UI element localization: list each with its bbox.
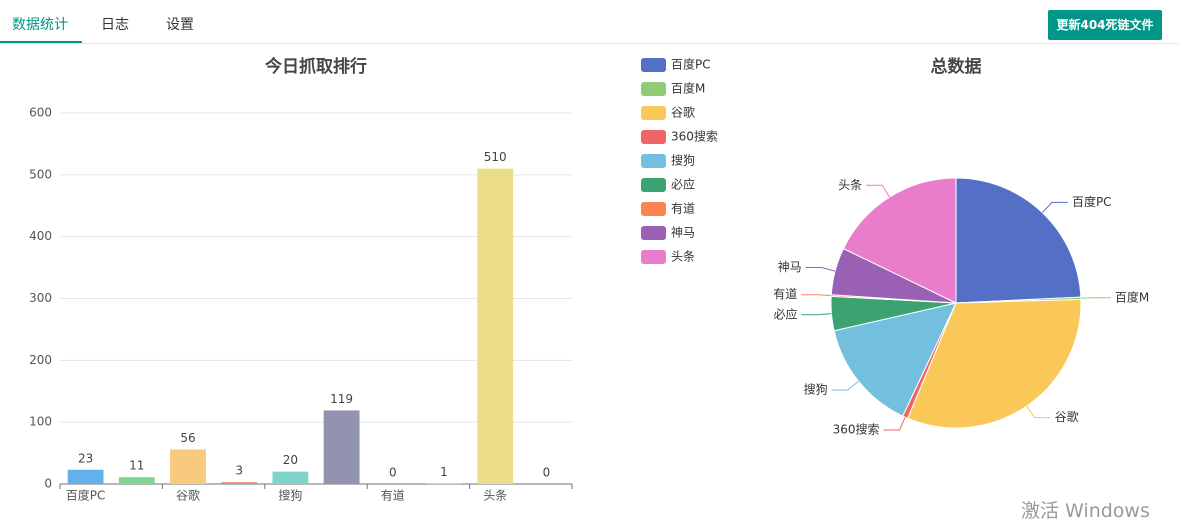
y-tick-label: 200 bbox=[29, 353, 52, 367]
value-label: 1 bbox=[440, 465, 448, 479]
legend-label: 头条 bbox=[671, 250, 695, 264]
leader-line bbox=[831, 380, 859, 391]
value-label: 3 bbox=[235, 464, 243, 478]
legend-swatch bbox=[641, 178, 666, 192]
legend-swatch bbox=[641, 58, 666, 72]
y-tick-label: 100 bbox=[29, 415, 52, 429]
leader-line bbox=[801, 313, 832, 316]
x-tick-label: 谷歌 bbox=[176, 488, 200, 503]
leader-line bbox=[866, 184, 890, 198]
pie-slice bbox=[955, 177, 1082, 304]
leader-line bbox=[1080, 297, 1111, 299]
tab[interactable]: 数据统计 bbox=[12, 17, 68, 33]
leader-line bbox=[801, 294, 832, 297]
bar bbox=[170, 449, 206, 484]
value-label: 23 bbox=[78, 451, 93, 465]
pie-label: 360搜索 bbox=[833, 421, 880, 436]
bar bbox=[118, 477, 155, 484]
legend-swatch bbox=[641, 154, 666, 168]
watermark: 激活 Windows bbox=[1021, 500, 1150, 522]
legend-swatch bbox=[641, 130, 666, 144]
y-tick-label: 400 bbox=[29, 229, 52, 243]
legend-label: 有道 bbox=[671, 202, 695, 216]
leader-line bbox=[1026, 405, 1051, 419]
pie-label: 有道 bbox=[773, 287, 797, 301]
legend-swatch bbox=[641, 250, 666, 264]
legend-label: 神马 bbox=[671, 226, 695, 240]
value-label: 11 bbox=[129, 459, 144, 473]
y-tick-label: 500 bbox=[29, 167, 52, 181]
charts: 今日抓取排行0100200300400500600百度PC2311谷歌563搜狗… bbox=[29, 56, 1149, 503]
pie-label: 必应 bbox=[773, 306, 797, 321]
update-button[interactable]: 更新404死链文件 bbox=[1048, 10, 1162, 40]
pie-label: 头条 bbox=[838, 178, 862, 192]
bar bbox=[426, 483, 462, 484]
x-tick-label: 百度PC bbox=[66, 488, 106, 503]
legend-label: 360搜索 bbox=[671, 129, 718, 144]
pie-label: 百度M bbox=[1115, 289, 1149, 304]
y-tick-label: 600 bbox=[29, 106, 52, 120]
leader-line bbox=[805, 267, 836, 272]
x-tick-label: 搜狗 bbox=[278, 488, 302, 503]
tab-bar: 数据统计 日志 设置 bbox=[0, 0, 1178, 44]
pie-label: 百度PC bbox=[1072, 194, 1112, 209]
bar bbox=[221, 482, 258, 484]
x-tick-label: 头条 bbox=[483, 489, 507, 503]
value-label: 0 bbox=[543, 466, 551, 480]
pie-label: 搜狗 bbox=[804, 382, 828, 397]
bar bbox=[477, 168, 514, 484]
pie-label: 谷歌 bbox=[1055, 409, 1079, 424]
value-label: 0 bbox=[389, 466, 397, 480]
bar bbox=[67, 469, 104, 484]
leader-line bbox=[883, 417, 906, 431]
bar bbox=[272, 471, 309, 484]
value-label: 119 bbox=[330, 392, 353, 406]
legend-swatch bbox=[641, 226, 666, 240]
legend-label: 搜狗 bbox=[671, 153, 695, 168]
y-tick-label: 300 bbox=[29, 291, 52, 305]
x-tick-label: 有道 bbox=[381, 489, 405, 503]
legend-label: 百度PC bbox=[671, 57, 711, 72]
y-tick-label: 0 bbox=[44, 477, 52, 491]
bar bbox=[323, 410, 360, 484]
value-label: 20 bbox=[283, 453, 298, 467]
leader-line bbox=[1041, 201, 1068, 213]
legend-swatch bbox=[641, 106, 666, 120]
tab-underline bbox=[0, 41, 82, 43]
legend-label: 必应 bbox=[671, 177, 695, 192]
pie-slice bbox=[833, 302, 957, 417]
chart-title: 总数据 bbox=[931, 56, 982, 77]
pie-slice bbox=[907, 298, 1082, 429]
legend-swatch bbox=[641, 202, 666, 216]
value-label: 510 bbox=[484, 150, 507, 164]
pie-slice bbox=[842, 177, 957, 304]
pie-label: 神马 bbox=[778, 260, 802, 274]
legend-swatch bbox=[641, 82, 666, 96]
tab[interactable]: 设置 bbox=[166, 17, 194, 33]
chart-title: 今日抓取排行 bbox=[265, 56, 367, 77]
value-label: 56 bbox=[180, 431, 195, 445]
legend-label: 谷歌 bbox=[671, 105, 695, 120]
tab[interactable]: 日志 bbox=[101, 17, 129, 33]
legend-label: 百度M bbox=[671, 81, 705, 96]
